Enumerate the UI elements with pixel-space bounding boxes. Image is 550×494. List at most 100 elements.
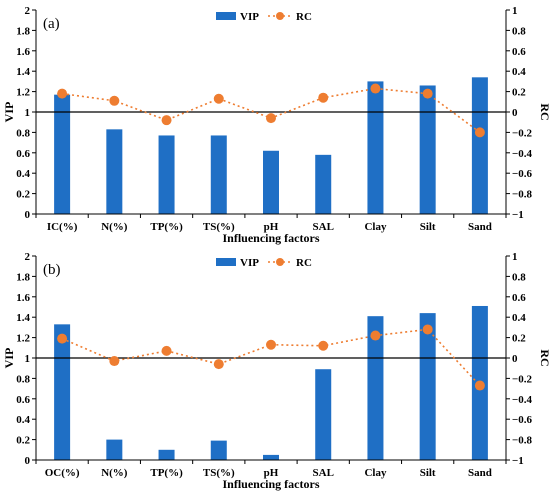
rc-point-b-4 <box>266 339 276 350</box>
y-tick-label-right: −0.4 <box>512 148 533 160</box>
y-tick-label-right: −1 <box>512 455 524 467</box>
x-tick-label: N(%) <box>101 221 128 233</box>
y-tick-label-left: 0 <box>25 455 31 467</box>
y-tick-label-right: 0 <box>512 353 518 365</box>
y-axis-title-left: VIP <box>2 348 16 369</box>
y-tick-label-right: 0.2 <box>512 333 526 345</box>
rc-point-b-2 <box>161 345 172 356</box>
vip-bar-b-6 <box>367 316 384 460</box>
vip-bar-b-3 <box>210 440 227 460</box>
y-tick-label-left: 1.2 <box>16 87 30 99</box>
y-tick-label-right: −0.6 <box>512 168 533 180</box>
rc-point-b-3 <box>213 359 224 370</box>
x-axis-title: Influencing factors <box>223 231 320 245</box>
legend-swatch-vip <box>216 258 236 266</box>
chart-panel-a: 0 0.2 0.4 0.6 0.8 1 1.2 1.4 1.6 1.8 2 −1 −0.8 −0.6 −0.… <box>2 5 550 245</box>
x-tick-label: Sand <box>468 467 492 479</box>
x-tick-label: pH <box>264 467 279 479</box>
rc-line-a <box>62 87 481 134</box>
y-tick-label-left: 1.8 <box>16 25 30 37</box>
rc-point-b-8 <box>474 380 485 391</box>
y-tick-label-left: 0.8 <box>16 127 30 139</box>
rc-point-b-1 <box>109 356 120 367</box>
x-tick-label: N(%) <box>101 467 128 479</box>
y-tick-label-left: 1 <box>25 353 31 365</box>
y-tick-label-right: 0.4 <box>512 66 526 78</box>
rc-point-a-1 <box>109 95 120 106</box>
y-tick-label-left: 1 <box>25 107 31 119</box>
x-tick-label: Clay <box>364 221 387 233</box>
vip-bar-a-6 <box>367 81 384 215</box>
x-tick-label: SAL <box>313 221 334 233</box>
x-tick-label: pH <box>264 221 279 233</box>
y-tick-label-right: 0.2 <box>512 87 526 99</box>
vip-bar-a-0 <box>54 94 71 214</box>
legend-b: VIP RC <box>216 257 312 269</box>
y-tick-label-right: 0 <box>512 107 518 119</box>
legend-swatch-vip <box>216 12 236 20</box>
legend-swatch-rc-marker <box>276 258 284 266</box>
y-tick-label-left: 1.4 <box>16 66 30 78</box>
y-tick-label-left: 0 <box>25 209 31 221</box>
y-tick-label-left: 0.4 <box>16 414 30 426</box>
y-tick-label-left: 1.4 <box>16 312 30 324</box>
panel-label: (b) <box>43 262 61 278</box>
y-tick-label-right: 0.8 <box>512 271 526 283</box>
x-axis-title: Influencing factors <box>223 477 320 491</box>
rc-line-b <box>61 328 481 387</box>
vip-bar-b-0 <box>54 324 71 460</box>
y-tick-label-right: −0.6 <box>512 414 533 426</box>
vip-bar-b-2 <box>158 449 175 460</box>
vip-bar-a-7 <box>419 85 436 214</box>
y-tick-label-right: 0.6 <box>512 292 526 304</box>
y-tick-label-right: 0.6 <box>512 46 526 58</box>
vip-bar-a-3 <box>210 135 227 214</box>
y-tick-label-left: 1.6 <box>16 292 30 304</box>
x-tick-label: TP(%) <box>150 467 183 479</box>
vip-bar-a-5 <box>315 154 332 214</box>
legend-label-rc: RC <box>296 11 312 23</box>
rc-point-a-2 <box>161 115 172 126</box>
y-tick-label-left: 0.8 <box>16 373 30 385</box>
rc-point-a-3 <box>213 93 224 104</box>
rc-point-a-0 <box>57 88 68 99</box>
vip-bar-a-8 <box>471 77 488 214</box>
vip-bar-a-2 <box>158 135 175 214</box>
y-tick-label-right: −1 <box>512 209 524 221</box>
y-tick-label-right: −0.2 <box>512 373 533 385</box>
y-tick-label-right: −0.4 <box>512 394 533 406</box>
y-tick-label-left: 0.2 <box>16 189 30 201</box>
y-tick-label-left: 1.8 <box>16 271 30 283</box>
rc-point-a-4 <box>266 113 276 124</box>
x-tick-label: TS(%) <box>203 221 235 233</box>
x-tick-label: Sand <box>468 221 492 233</box>
rc-point-b-6 <box>370 330 381 341</box>
y-tick-label-right: −0.8 <box>512 435 533 447</box>
y-tick-label-right: 0.4 <box>512 312 526 324</box>
x-tick-label: OC(%) <box>45 467 80 479</box>
panel-label: (a) <box>43 16 60 32</box>
y-tick-label-left: 1.2 <box>16 333 30 345</box>
vip-bar-b-4 <box>263 454 279 460</box>
legend-swatch-rc-marker <box>276 12 284 20</box>
y-tick-label-left: 0.2 <box>16 435 30 447</box>
legend-a: VIP RC <box>216 11 312 23</box>
legend-label-vip: VIP <box>240 11 259 23</box>
y-axis-title-left: VIP <box>2 102 16 123</box>
vip-bar-b-7 <box>419 313 436 460</box>
x-tick-label: Silt <box>420 467 436 479</box>
y-tick-label-left: 2 <box>25 5 31 17</box>
y-tick-label-left: 0.6 <box>16 148 30 160</box>
legend-label-rc: RC <box>296 257 312 269</box>
y-tick-label-left: 0.4 <box>16 168 30 180</box>
x-tick-label: TS(%) <box>203 467 235 479</box>
rc-point-b-5 <box>318 340 329 351</box>
rc-point-b-0 <box>57 333 68 344</box>
y-tick-label-left: 2 <box>25 251 31 263</box>
legend-label-vip: VIP <box>240 257 259 269</box>
y-tick-label-left: 0.6 <box>16 394 30 406</box>
y-tick-label-right: −0.2 <box>512 127 533 139</box>
y-axis-title-right: RC <box>538 103 550 120</box>
y-axis-title-right: RC <box>538 349 550 366</box>
x-tick-label: TP(%) <box>150 221 183 233</box>
